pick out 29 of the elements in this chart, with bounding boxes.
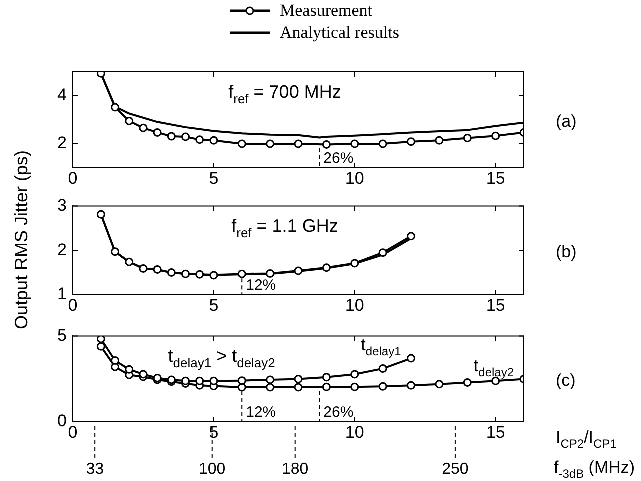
text: (c) <box>556 371 576 390</box>
annotation: 12% <box>246 404 276 421</box>
legend-label: Analytical results <box>280 23 400 43</box>
legend-label: Measurement <box>280 1 373 21</box>
y-tick-label: 5 <box>58 326 67 345</box>
x-tick-label: 5 <box>209 296 219 315</box>
annotation: 12% <box>246 277 276 294</box>
text: 100 <box>199 461 226 478</box>
text: (b) <box>556 242 577 262</box>
annotation: 26% <box>324 150 354 167</box>
y-tick-label: 1 <box>58 284 67 304</box>
x-tick-label: 10 <box>345 168 364 188</box>
y-tick-label: 4 <box>58 86 67 105</box>
text: 33 <box>86 461 104 478</box>
y-tick-label: 2 <box>58 134 67 153</box>
y-axis-title: Output RMS Jitter (ps) <box>12 150 32 330</box>
x-tick-label: 5 <box>209 168 219 188</box>
text: (a) <box>556 112 577 131</box>
x-tick-label: 10 <box>345 296 364 315</box>
x-tick-label: 5 <box>209 422 219 442</box>
x-tick-label: 15 <box>486 168 506 188</box>
x-tick-label: 15 <box>486 296 506 315</box>
y-tick-label: 3 <box>58 196 67 215</box>
text: 180 <box>282 461 309 478</box>
annotation: 26% <box>324 404 354 421</box>
text: 250 <box>442 461 469 478</box>
y-tick-label: 2 <box>58 240 67 260</box>
x-tick-label: 10 <box>345 422 364 442</box>
x-tick-label: 15 <box>486 422 506 442</box>
